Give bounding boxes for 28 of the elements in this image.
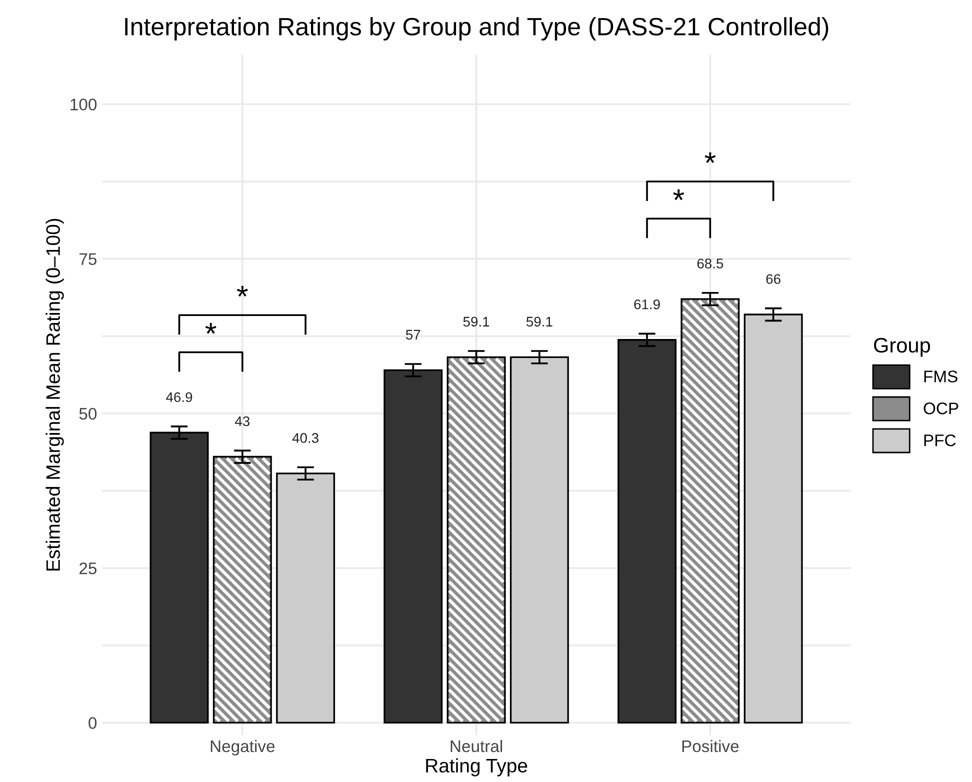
data-label: 46.9 xyxy=(166,392,192,402)
legend-label: FMS xyxy=(924,370,958,382)
legend-label: OCP xyxy=(924,402,958,414)
x-tick-label: Negative xyxy=(210,740,275,756)
annotation: * xyxy=(704,152,716,164)
data-label: 61.9 xyxy=(634,299,660,310)
y-tick-label: 25 xyxy=(80,562,96,574)
y-axis-title: Estimated Marginal Mean Rating (0–100) xyxy=(46,218,64,571)
data-label: 40.3 xyxy=(292,433,318,443)
annotation: * xyxy=(673,189,684,200)
data-label: 43 xyxy=(234,416,250,426)
annotation: * xyxy=(236,286,248,297)
data-label: 57 xyxy=(406,330,420,340)
x-axis-title: Rating Type xyxy=(426,758,528,776)
legend-title: Group xyxy=(874,338,930,357)
y-tick-label: 75 xyxy=(80,253,96,266)
legend-label: PFC xyxy=(924,434,956,446)
y-tick-label: 0 xyxy=(88,717,97,729)
x-tick-label: Positive xyxy=(682,740,739,752)
data-label: 66 xyxy=(766,274,780,284)
data-label: 68.5 xyxy=(697,258,724,268)
data-label: 59.1 xyxy=(526,316,552,327)
y-tick-label: 100 xyxy=(70,98,97,110)
annotation: * xyxy=(205,323,216,334)
x-tick-label: Neutral xyxy=(450,740,502,752)
y-tick-label: 50 xyxy=(79,408,97,420)
data-label: 59.1 xyxy=(463,316,490,327)
chart-title: Interpretation Ratings by Group and Type (DASS-21 Controlled) xyxy=(125,17,828,40)
